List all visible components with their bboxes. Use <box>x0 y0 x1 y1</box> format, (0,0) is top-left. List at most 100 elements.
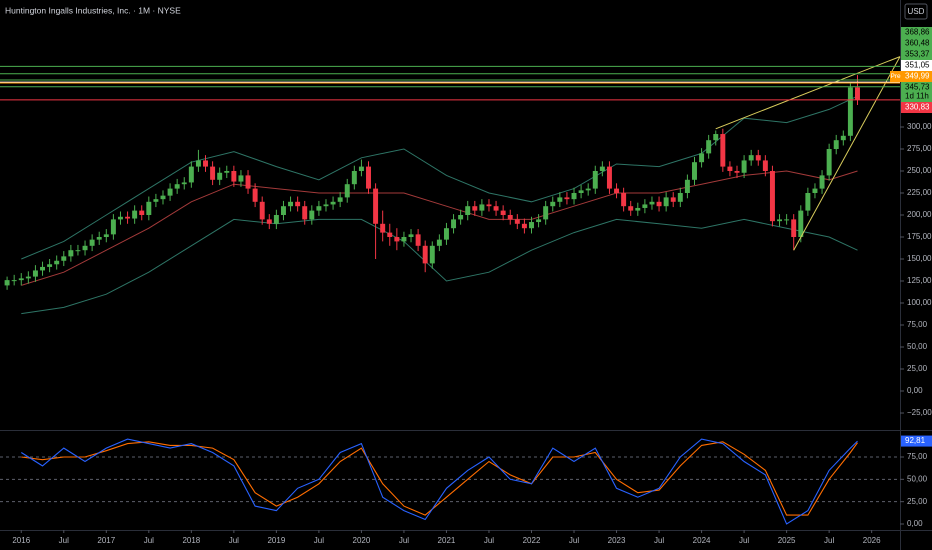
candle-body <box>614 188 620 193</box>
candle-body <box>684 179 690 193</box>
candle-body <box>309 210 315 220</box>
candle-body <box>642 204 648 208</box>
candle-body <box>720 134 726 167</box>
y-tick-label: 25,00 <box>907 497 928 506</box>
candle-body <box>649 201 655 205</box>
candle-body <box>117 216 123 220</box>
y-tick-label: 50,00 <box>907 474 928 483</box>
price-level-box <box>901 60 932 71</box>
x-tick-label: Jul <box>484 536 494 545</box>
x-tick-label: Jul <box>314 536 324 545</box>
candle-body <box>493 206 499 211</box>
candle-body <box>578 190 584 193</box>
candle-body <box>146 201 152 215</box>
candle-body <box>401 237 407 242</box>
candle-body <box>514 219 520 224</box>
candle-body <box>40 266 45 271</box>
candle-body <box>606 166 612 189</box>
candle-body <box>805 192 811 211</box>
candle-body <box>727 166 733 171</box>
candle-body <box>529 222 534 229</box>
band-line <box>21 218 858 315</box>
x-tick-label: Jul <box>654 536 664 545</box>
candle-body <box>75 250 81 252</box>
candle-body <box>25 276 31 279</box>
x-tick-label: Jul <box>739 536 749 545</box>
candle-body <box>706 140 712 154</box>
candle-body <box>330 201 336 205</box>
x-tick-label: 2025 <box>778 536 796 545</box>
candle-body <box>358 166 364 171</box>
candle-body <box>755 155 761 161</box>
candle-body <box>408 234 414 238</box>
candle-body <box>798 210 804 238</box>
candle-body <box>380 223 386 233</box>
candle-body <box>415 234 421 246</box>
candle-body <box>96 237 102 240</box>
candle-body <box>599 166 605 171</box>
oscillator-line <box>21 438 858 525</box>
y-tick-label: 150,00 <box>907 254 932 263</box>
y-tick-label: 0,00 <box>907 386 923 395</box>
candle-body <box>855 87 860 100</box>
candle-body <box>550 201 556 207</box>
price-level-label: 360,48 <box>905 39 930 48</box>
oscillator-value-box <box>901 435 932 447</box>
candle-body <box>47 264 53 267</box>
candle-body <box>195 160 201 167</box>
candle-body <box>188 166 194 183</box>
y-tick-label: 125,00 <box>907 276 932 285</box>
candle-body <box>699 153 705 163</box>
candle-body <box>784 219 790 221</box>
candle-body <box>635 207 641 211</box>
band-line <box>21 170 858 286</box>
candle-body <box>132 210 138 219</box>
x-tick-label: 2017 <box>97 536 115 545</box>
price-level-label: 351,05 <box>905 61 930 70</box>
candle-body <box>273 215 279 224</box>
x-tick-label: Jul <box>824 536 834 545</box>
currency[interactable]: USD <box>908 7 925 16</box>
y-tick-label: 300,00 <box>907 122 932 131</box>
candle-body <box>11 280 17 282</box>
x-tick-label: 2020 <box>353 536 371 545</box>
candle-body <box>458 215 464 220</box>
price-level-box <box>901 82 932 102</box>
candle-body <box>443 228 449 240</box>
x-tick-label: Jul <box>399 536 409 545</box>
x-tick-label: 2021 <box>438 536 456 545</box>
candle-body <box>174 184 180 189</box>
candle-body <box>507 215 513 220</box>
price-level-label: 349,99 <box>905 72 930 81</box>
y-tick-label: 225,00 <box>907 188 932 197</box>
candle-body <box>280 206 286 215</box>
x-tick-label: 2019 <box>267 536 285 545</box>
price-level-box <box>901 38 932 49</box>
candle-body <box>167 188 173 196</box>
candle-body <box>366 166 371 189</box>
trendline <box>793 56 901 251</box>
price-level-box <box>901 49 932 60</box>
candle-body <box>252 188 258 202</box>
candle-body <box>387 232 393 238</box>
candle-body <box>203 160 208 167</box>
candle-body <box>422 245 428 264</box>
candle-body <box>741 160 747 173</box>
currency-box[interactable] <box>904 3 928 20</box>
x-tick-label: 2022 <box>523 536 541 545</box>
band-line <box>21 95 858 260</box>
pre-tag-box <box>890 71 901 82</box>
candle-body <box>125 216 131 219</box>
candle-body <box>748 155 754 161</box>
candle-body <box>656 201 662 207</box>
price-level-box <box>901 71 932 82</box>
x-tick-label: 2016 <box>12 536 30 545</box>
price-level-label: 345,73 <box>905 83 930 92</box>
candle-body <box>266 219 272 224</box>
candle-body <box>351 170 357 185</box>
pre-tag: Pre <box>890 73 901 80</box>
candle-body <box>295 201 301 207</box>
candle-body <box>791 219 797 238</box>
y-tick-label: 275,00 <box>907 144 932 153</box>
price-level-box <box>901 102 932 113</box>
